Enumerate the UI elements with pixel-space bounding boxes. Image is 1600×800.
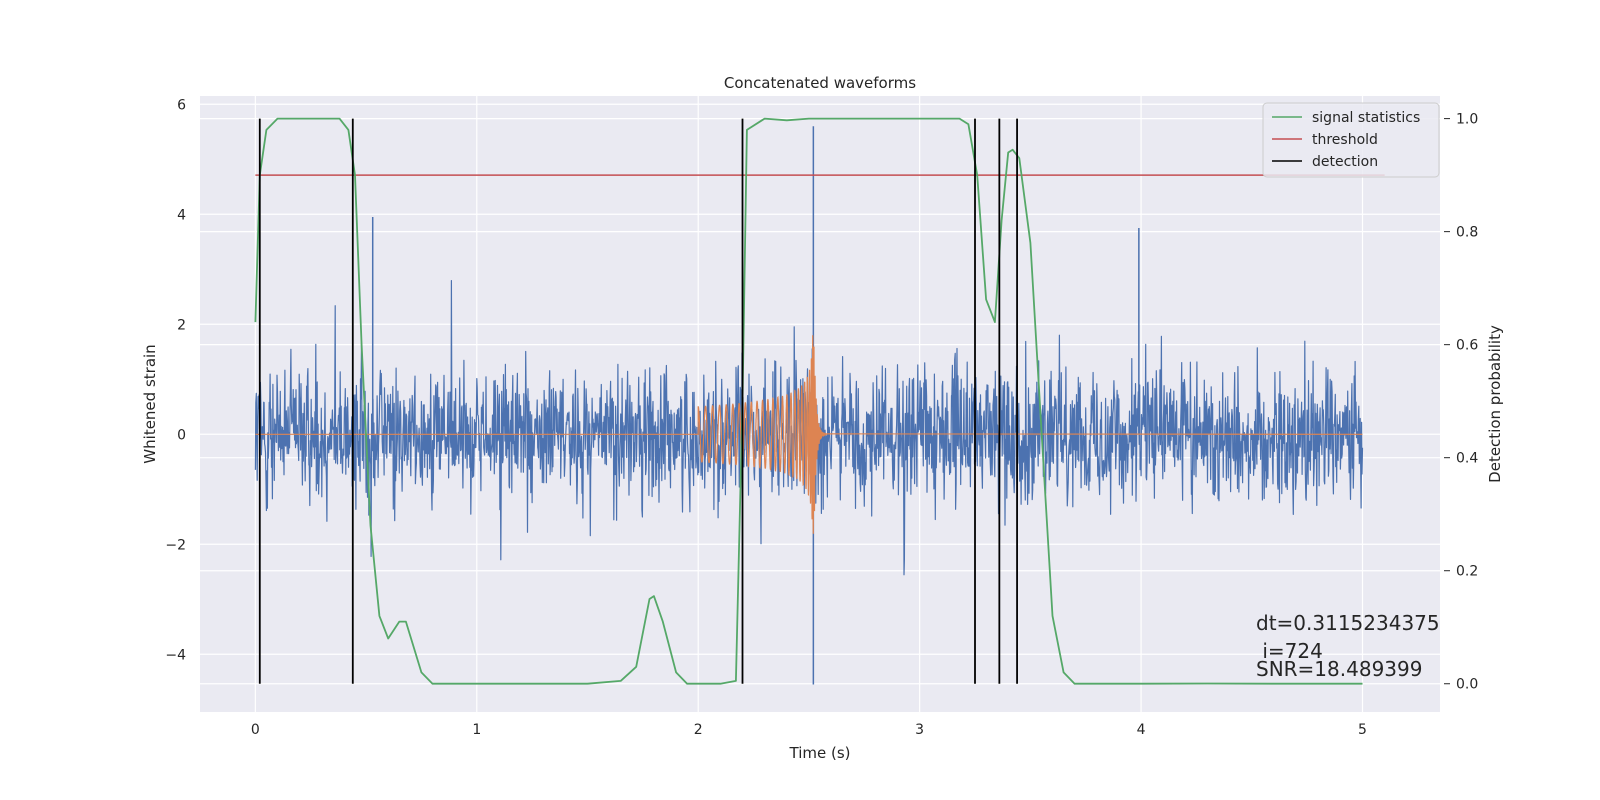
y-tick-label: 6 (177, 97, 186, 113)
legend-label-threshold: threshold (1312, 132, 1378, 148)
y-tick-label: −2 (165, 537, 186, 553)
tick-labels: 0 1 2 3 4 5 −4 −2 0 2 4 6 0.0 0.2 0.4 0.6 0.8 1.0 (165, 97, 1478, 738)
y-tick-label: 2 (177, 317, 186, 333)
legend: signal statistics threshold detection (1262, 102, 1440, 178)
x-tick-label: 3 (915, 722, 924, 738)
y2-tick-label: 0.6 (1456, 338, 1478, 354)
x-tick-label: 2 (694, 722, 703, 738)
y-axis-label: Whitened strain (141, 344, 159, 463)
legend-label-detection: detection (1312, 154, 1378, 170)
y2-tick-label: 0.4 (1456, 451, 1478, 467)
annotation-index: i=724 (1256, 639, 1323, 663)
y-tick-label: 0 (177, 427, 186, 443)
detection-series (258, 118, 1018, 684)
x-tick-label: 0 (251, 722, 260, 738)
injection-line (255, 335, 1363, 534)
y2-tick-label: 0.8 (1456, 225, 1478, 241)
legend-label-signal-statistics: signal statistics (1312, 110, 1420, 126)
y2-tick-label: 0.0 (1456, 677, 1478, 693)
annotation-snr: SNR=18.489399 (1256, 657, 1422, 681)
x-tick-label: 4 (1137, 722, 1146, 738)
signal-statistics-line (254, 117, 1363, 685)
injection-series (255, 335, 1363, 534)
x-tick-label: 1 (472, 722, 481, 738)
signal-statistics-series (254, 117, 1363, 685)
chart-title: Concatenated waveforms (724, 74, 916, 92)
x-tick-label: 5 (1358, 722, 1367, 738)
y-tick-label: −4 (165, 647, 186, 663)
legend-box (1262, 102, 1440, 178)
y2-tick-label: 1.0 (1456, 112, 1478, 128)
annotation-dt: dt=0.3115234375 (1256, 611, 1440, 635)
y-tick-label: 4 (177, 207, 186, 223)
y2-tick-label: 0.2 (1456, 564, 1478, 580)
y2-axis-label: Detection probability (1486, 325, 1504, 483)
plot-background (200, 96, 1440, 712)
x-axis-label: Time (s) (789, 744, 851, 762)
